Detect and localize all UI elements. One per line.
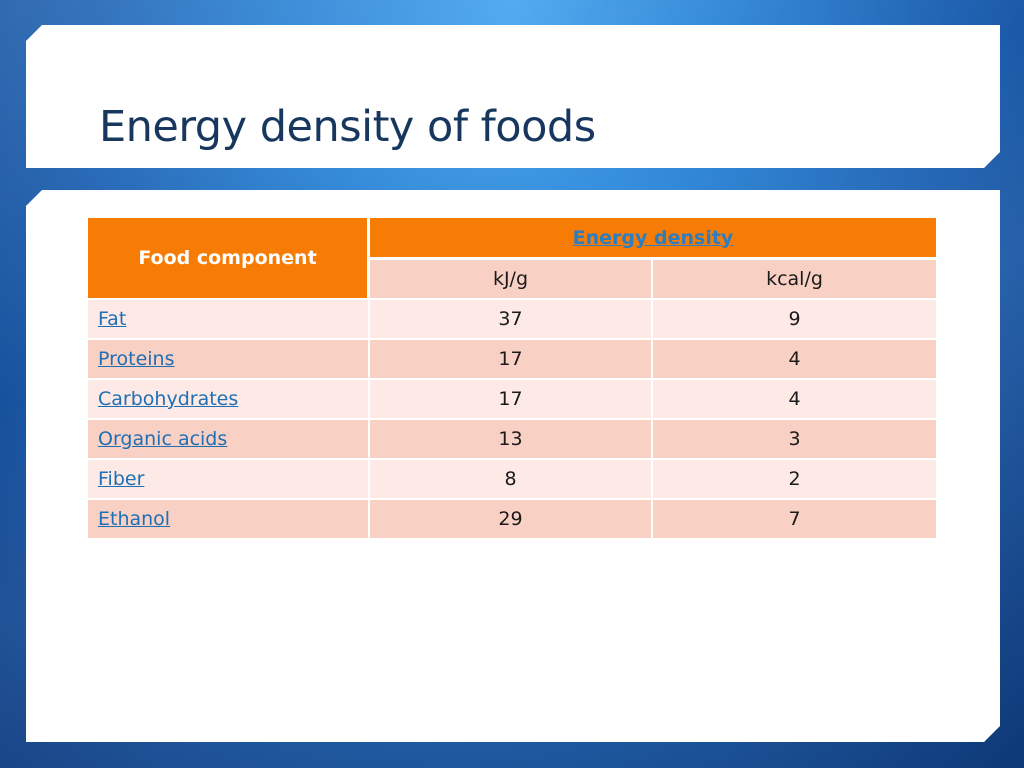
kj-value: 17 (370, 340, 653, 380)
food-link-fiber[interactable]: Fiber (98, 468, 145, 490)
title-panel (26, 25, 1000, 168)
header-energy-density: Energy density (370, 218, 936, 260)
table-row: Fat 37 9 (88, 300, 936, 340)
kcal-value: 3 (653, 420, 936, 460)
kj-value: 37 (370, 300, 653, 340)
food-cell: Fiber (88, 460, 370, 500)
kj-value: 17 (370, 380, 653, 420)
slide-title: Energy density of foods (99, 102, 596, 152)
header-unit-kj: kJ/g (370, 260, 653, 300)
table-row: Ethanol 29 7 (88, 500, 936, 540)
table-row: Carbohydrates 17 4 (88, 380, 936, 420)
header-unit-kcal: kcal/g (653, 260, 936, 300)
table-row: Fiber 8 2 (88, 460, 936, 500)
food-link-fat[interactable]: Fat (98, 308, 127, 330)
kcal-value: 4 (653, 380, 936, 420)
table-row: Organic acids 13 3 (88, 420, 936, 460)
food-link-organic-acids[interactable]: Organic acids (98, 428, 228, 450)
food-cell: Fat (88, 300, 370, 340)
food-cell: Organic acids (88, 420, 370, 460)
food-link-carbohydrates[interactable]: Carbohydrates (98, 388, 239, 410)
kcal-value: 4 (653, 340, 936, 380)
food-cell: Carbohydrates (88, 380, 370, 420)
energy-density-link[interactable]: Energy density (572, 226, 734, 249)
table-row: Proteins 17 4 (88, 340, 936, 380)
table-unit-row: kJ/g kcal/g (88, 260, 936, 300)
table-header-row: Food component Energy density (88, 218, 936, 300)
food-link-proteins[interactable]: Proteins (98, 348, 175, 370)
food-link-ethanol[interactable]: Ethanol (98, 508, 171, 530)
kj-value: 13 (370, 420, 653, 460)
kj-value: 29 (370, 500, 653, 540)
food-cell: Ethanol (88, 500, 370, 540)
kcal-value: 7 (653, 500, 936, 540)
energy-density-table: Food component Energy density kJ/g kcal/… (88, 218, 936, 540)
kcal-value: 9 (653, 300, 936, 340)
kcal-value: 2 (653, 460, 936, 500)
header-food-component: Food component (88, 218, 370, 300)
food-cell: Proteins (88, 340, 370, 380)
kj-value: 8 (370, 460, 653, 500)
